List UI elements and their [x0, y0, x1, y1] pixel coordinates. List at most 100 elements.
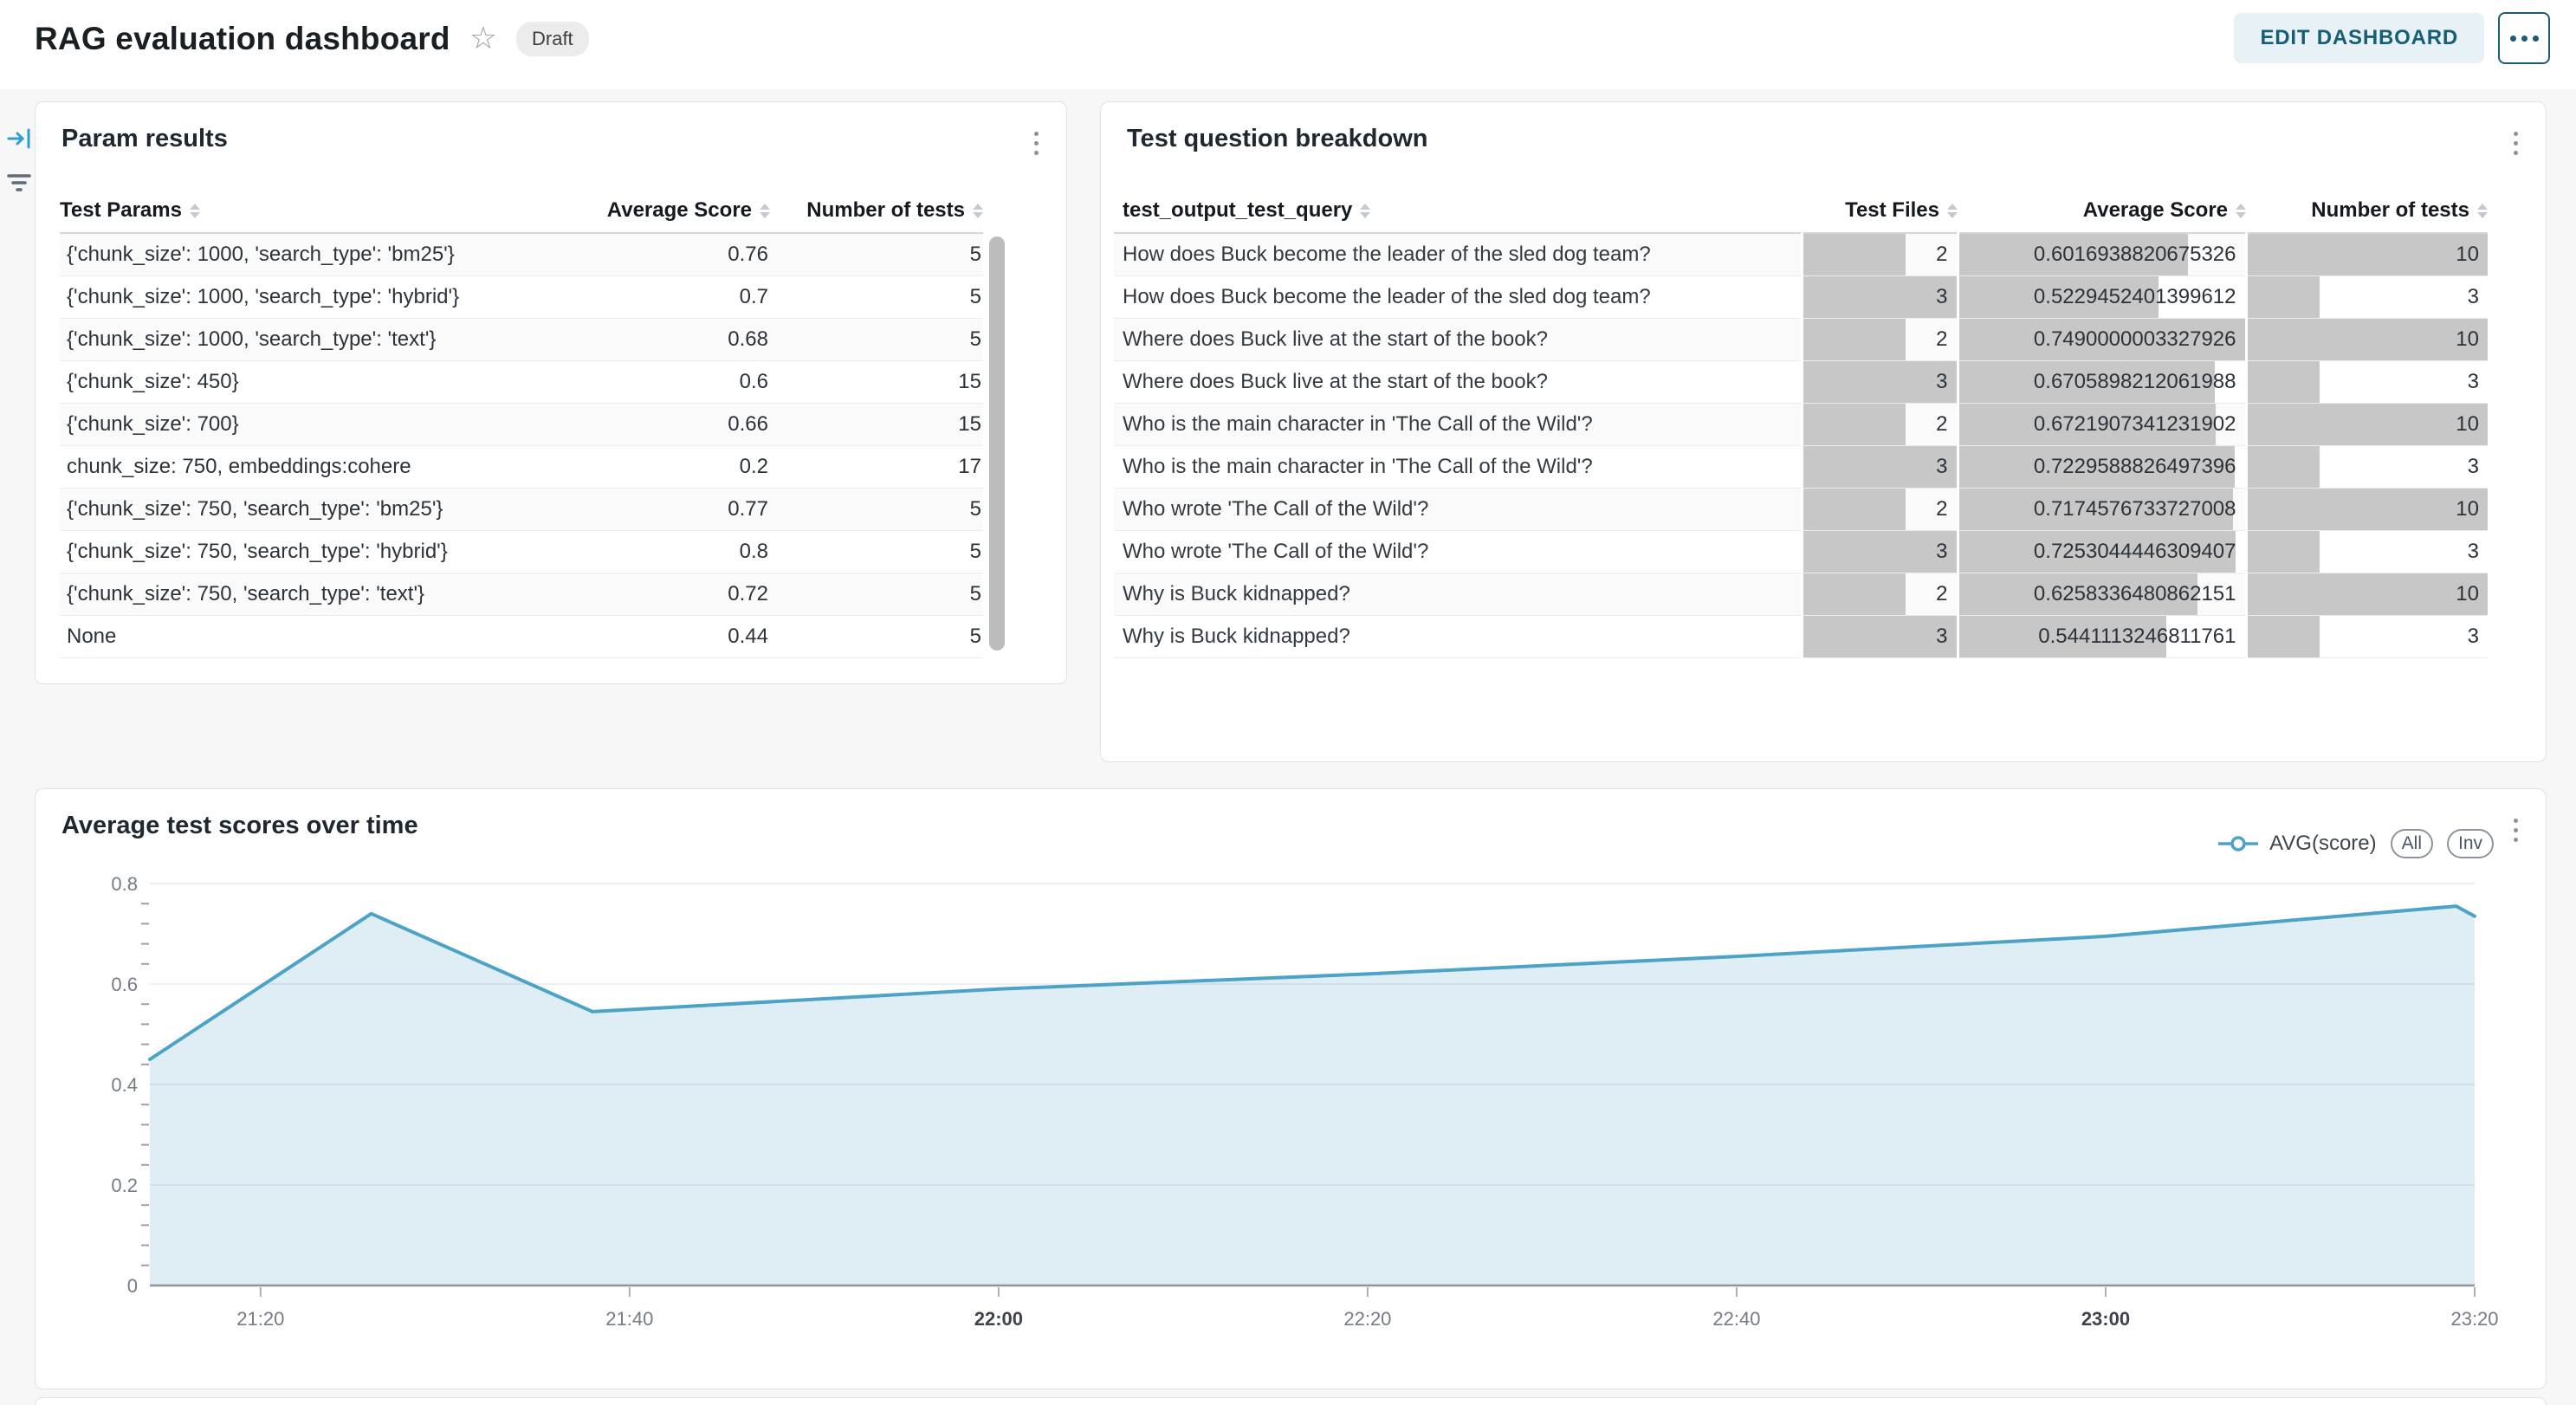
value-bar-cell: 3: [2244, 615, 2488, 658]
column-header-average-score[interactable]: Average Score: [527, 189, 770, 234]
sort-icon[interactable]: [973, 204, 983, 219]
value-cell: 0.8: [527, 530, 770, 573]
cell-value: 0.6721907341231902: [2033, 412, 2236, 436]
cell-value: 3: [1936, 370, 1948, 393]
query-cell: How does Buck become the leader of the s…: [1114, 233, 1802, 276]
sort-icon[interactable]: [189, 204, 200, 219]
sort-icon[interactable]: [1360, 204, 1371, 219]
param-results-body: {'chunk_size': 1000, 'search_type': 'bm2…: [60, 233, 983, 658]
value-cell: 0.6: [527, 360, 770, 404]
data-bar: [1960, 234, 2189, 275]
table-row: Where does Buck live at the start of the…: [1114, 360, 2488, 404]
data-bar: [1804, 319, 1906, 360]
data-bar: [2249, 319, 2488, 360]
value-cell: 0.76: [527, 233, 770, 276]
table-row: {'chunk_size': 1000, 'search_type': 'tex…: [60, 318, 983, 361]
cell-value: 10: [2456, 412, 2479, 436]
table-row: chunk_size: 750, embeddings:cohere 0.2 17: [60, 445, 983, 489]
data-bar: [2249, 404, 2488, 445]
cell-value: 3: [2467, 285, 2479, 308]
value-bar-cell: 2: [1800, 318, 1958, 361]
column-header-test-params[interactable]: Test Params: [60, 189, 527, 234]
param-results-table: Test Params Average Score Number of test…: [60, 189, 983, 658]
test-params-cell: {'chunk_size': 750, 'search_type': 'bm25…: [60, 488, 527, 531]
y-axis-label: 0.4: [111, 1074, 138, 1096]
cell-value: 10: [2456, 582, 2479, 605]
value-cell: 5: [770, 488, 983, 531]
sort-icon[interactable]: [1947, 204, 1958, 219]
value-bar-cell: 2: [1800, 573, 1958, 616]
value-cell: 5: [770, 530, 983, 573]
table-row: Where does Buck live at the start of the…: [1114, 318, 2488, 361]
column-header-average-score[interactable]: Average Score: [1958, 189, 2246, 234]
data-bar: [2249, 489, 2488, 530]
value-bar-cell: 0.5441113246811761: [1956, 615, 2246, 658]
column-header-test-files[interactable]: Test Files: [1802, 189, 1958, 234]
legend-all-button[interactable]: All: [2390, 829, 2433, 859]
query-cell: Where does Buck live at the start of the…: [1114, 318, 1802, 361]
cell-value: 10: [2456, 327, 2479, 351]
query-cell: Who is the main character in 'The Call o…: [1114, 445, 1802, 489]
test-params-cell: {'chunk_size': 750, 'search_type': 'hybr…: [60, 530, 527, 573]
x-axis-label: 23:20: [2450, 1308, 2498, 1330]
chart-legend: AVG(score) All Inv: [2217, 829, 2494, 859]
scores-area-chart[interactable]: 0 0.2 0.4 0.6 0.8 21:20 21:40 22:00 22:20 22:40 23…: [36, 789, 2546, 1389]
column-header-number-of-tests[interactable]: Number of tests: [2246, 189, 2488, 234]
cell-value: 3: [1936, 285, 1948, 308]
data-bar: [1804, 489, 1906, 530]
column-header-query[interactable]: test_output_test_query: [1114, 189, 1802, 234]
cell-value: 2: [1936, 243, 1948, 266]
value-bar-cell: 0.6721907341231902: [1956, 403, 2246, 446]
data-bar: [1960, 319, 2245, 360]
value-cell: 5: [770, 573, 983, 616]
table-row: {'chunk_size': 700} 0.66 15: [60, 403, 983, 446]
data-bar: [1804, 531, 1957, 573]
collapse-panel-icon[interactable]: [7, 127, 33, 150]
cell-value: 0.7174576733727008: [2033, 497, 2236, 521]
card-menu-icon[interactable]: [1031, 128, 1042, 159]
value-cell: 5: [770, 233, 983, 276]
value-bar-cell: 3: [1800, 360, 1958, 404]
cell-value: 0.7490000003327926: [2033, 327, 2236, 351]
y-axis-label: 0: [127, 1275, 138, 1297]
data-bar: [1960, 446, 2235, 488]
table-row: {'chunk_size': 450} 0.6 15: [60, 360, 983, 404]
more-options-button[interactable]: [2498, 12, 2550, 64]
cell-value: 10: [2456, 243, 2479, 266]
next-card-edge: [35, 1397, 2547, 1405]
legend-inv-button[interactable]: Inv: [2446, 829, 2494, 859]
card-menu-icon[interactable]: [2510, 815, 2521, 845]
value-bar-cell: 3: [2244, 360, 2488, 404]
page-title: RAG evaluation dashboard: [35, 21, 450, 56]
filter-icon[interactable]: [7, 172, 33, 193]
query-cell: How does Buck become the leader of the s…: [1114, 275, 1802, 319]
column-header-number-of-tests[interactable]: Number of tests: [770, 189, 983, 234]
x-axis-label: 22:00: [974, 1308, 1023, 1330]
test-params-cell: {'chunk_size': 1000, 'search_type': 'tex…: [60, 318, 527, 361]
sort-icon[interactable]: [760, 204, 770, 219]
scrollbar-thumb[interactable]: [989, 236, 1005, 651]
x-axis-label: 21:40: [605, 1308, 653, 1330]
cell-value: 0.6258336480862151: [2033, 582, 2236, 605]
data-bar: [2249, 616, 2320, 657]
value-bar-cell: 0.7490000003327926: [1956, 318, 2246, 361]
legend-series-avg-score[interactable]: AVG(score): [2217, 832, 2377, 856]
table-row: Who is the main character in 'The Call o…: [1114, 403, 2488, 446]
sort-icon[interactable]: [2477, 204, 2488, 219]
card-menu-icon[interactable]: [2510, 128, 2521, 159]
value-cell: 5: [770, 275, 983, 319]
favorite-star-icon[interactable]: ☆: [469, 20, 497, 55]
cell-value: 3: [1936, 455, 1948, 478]
test-params-cell: {'chunk_size': 450}: [60, 360, 527, 404]
cell-value: 3: [2467, 540, 2479, 563]
value-bar-cell: 0.6705898212061988: [1956, 360, 2246, 404]
table-row: None 0.44 5: [60, 615, 983, 658]
edit-dashboard-button[interactable]: EDIT DASHBOARD: [2234, 13, 2484, 63]
x-axis-label: 22:40: [1712, 1308, 1760, 1330]
cell-value: 3: [2467, 455, 2479, 478]
value-bar-cell: 3: [2244, 275, 2488, 319]
sort-icon[interactable]: [2236, 204, 2246, 219]
param-results-card: Param results Test Params Average Score …: [35, 101, 1067, 684]
data-bar: [1804, 404, 1906, 445]
y-axis-label: 0.6: [111, 974, 138, 995]
